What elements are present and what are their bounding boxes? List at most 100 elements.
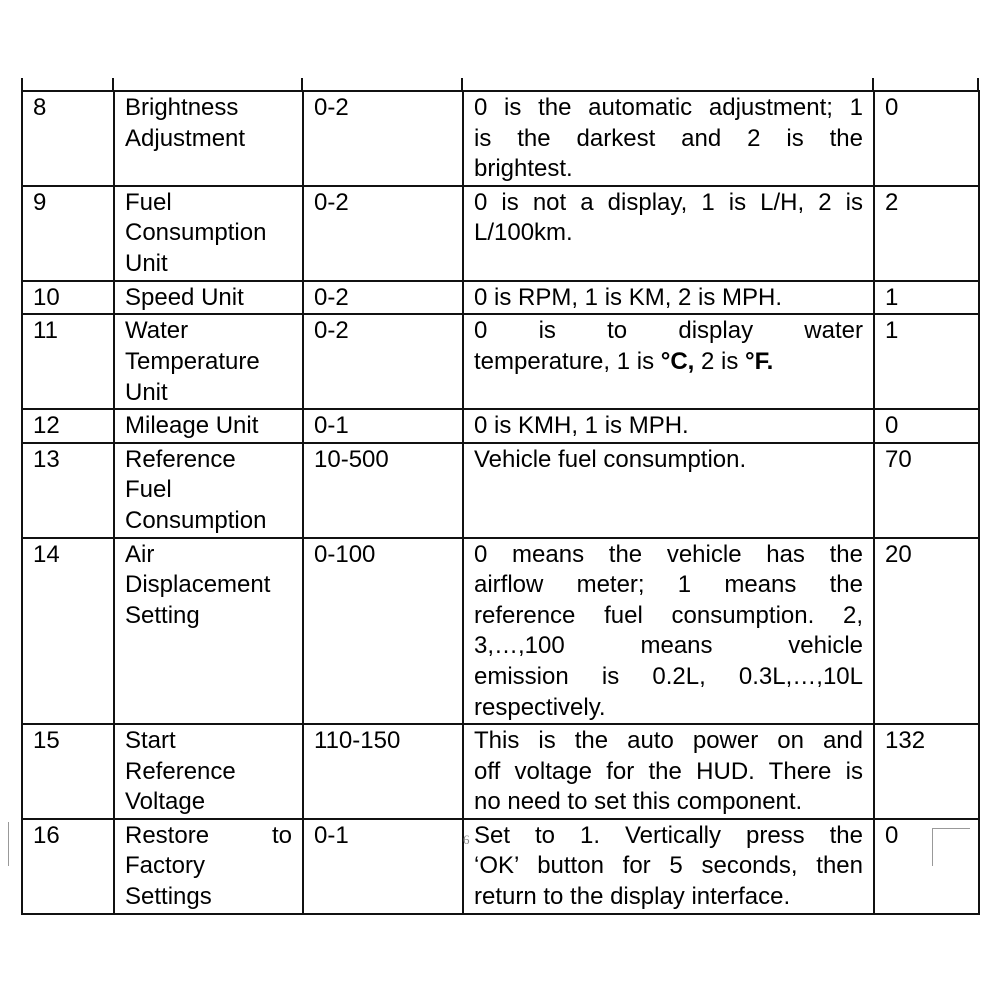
cell-line: 0-2 [314, 283, 349, 311]
cell-line: Start [125, 727, 176, 755]
text-segment: 0 is to display water [474, 317, 863, 345]
cell-default: 2 [873, 184, 980, 282]
cell-number: 15 [21, 723, 115, 820]
cell-line: Vehicle fuel consumption. [474, 445, 863, 476]
cell-line: 132 [885, 727, 926, 755]
cell-default: 0 [873, 817, 980, 915]
text-segment: This is the auto power on and [474, 727, 863, 755]
cell-line: 0 is KMH, 1 is MPH. [474, 411, 863, 442]
cell-default: 0 [873, 90, 980, 187]
cell-default: 1 [873, 279, 980, 316]
cell-line: Fuel [125, 476, 172, 504]
cell-line: 9 [33, 188, 47, 216]
cell-range: 0-2 [302, 279, 464, 316]
table-row: 12 Mileage Unit 0-1 0 is KMH, 1 is MPH. 0 [21, 408, 980, 444]
cell-number: 10 [21, 279, 115, 316]
cell-line: off voltage for the HUD. There is [474, 757, 863, 788]
cell-line: 0-2 [314, 188, 349, 216]
cell-line: airflow meter; 1 means the [474, 570, 863, 601]
cell-line: 70 [885, 445, 912, 473]
cell-line: 0-2 [314, 94, 349, 121]
cell-line: Reference [125, 757, 236, 785]
cell-range: 10-500 [302, 441, 464, 539]
text-segment: 0 is the automatic adjustment; 1 [474, 94, 863, 121]
cell-number: 16 [21, 817, 115, 915]
cell-line: Mileage Unit [125, 412, 259, 440]
cell-line: respectively. [474, 693, 863, 724]
cell-number: 11 [21, 313, 115, 411]
cell-name: Fuel Consumption Unit [113, 184, 304, 282]
page-number: 6 [463, 832, 470, 847]
cell-line: Unit [125, 249, 168, 277]
cell-line: 0 is not a display, 1 is L/H, 2 is [474, 188, 863, 219]
cell-line: L/100km. [474, 218, 863, 249]
cell-description: 0 is the automatic adjustment; 1 is the d… [462, 90, 875, 187]
cell-default: 70 [873, 441, 980, 539]
text-segment: airflow meter; 1 means the [474, 571, 863, 599]
cell-line: Restore to [125, 821, 292, 849]
cell-line: 0 [885, 412, 899, 440]
cell-line: Setting [125, 601, 200, 629]
cell-line: Unit [125, 378, 168, 406]
text-segment: °F. [745, 347, 774, 375]
cell-line: 0 is the automatic adjustment; 1 [474, 93, 863, 124]
cell-description: 0 means the vehicle has the airflow meter… [462, 536, 875, 726]
table-row: 15 Start Reference Voltage 110-150 This is th… [21, 723, 980, 820]
table-border-stub [301, 78, 303, 90]
cell-number: 13 [21, 441, 115, 539]
cell-line: 1 [885, 317, 899, 345]
text-segment: 0 means the vehicle has the [474, 540, 863, 568]
text-segment: 2 is [694, 347, 746, 375]
cell-line: 11 [33, 317, 58, 345]
cell-name: Start Reference Voltage [113, 723, 304, 820]
cell-description: Vehicle fuel consumption. [462, 441, 875, 539]
crop-mark-left [8, 822, 9, 866]
cell-range: 0-2 [302, 313, 464, 411]
text-segment: is the darkest and 2 is the [474, 124, 863, 152]
cell-name: Mileage Unit [113, 408, 304, 444]
settings-table: 8 Brightness Adjustment 0-2 0 is the automat… [21, 90, 980, 915]
cell-line: 0 means the vehicle has the [474, 540, 863, 571]
cell-line: 16 [33, 821, 60, 849]
cell-number: 12 [21, 408, 115, 444]
cell-name: Brightness Adjustment [113, 90, 304, 187]
cell-line: Water [125, 317, 189, 345]
cell-line: 1 [885, 283, 899, 311]
cell-line: 14 [33, 540, 60, 568]
cell-line: Brightness [125, 94, 239, 121]
cell-name: Water Temperature Unit [113, 313, 304, 411]
text-segment: brightest. [474, 155, 573, 183]
cell-line: Consumption [125, 506, 267, 534]
cell-line: 20 [885, 540, 912, 568]
cell-line: Displacement [125, 571, 271, 599]
table-row: 16 Restore to Factory Settings 0-1 Set to 1. … [21, 817, 980, 915]
cell-line: 110-150 [314, 727, 401, 755]
cell-range: 0-2 [302, 90, 464, 187]
cell-line: 0 is to display water [474, 316, 863, 347]
cell-line: 10 [33, 283, 60, 311]
table-row: 9 Fuel Consumption Unit 0-2 0 is not a displa… [21, 184, 980, 282]
cell-name: Speed Unit [113, 279, 304, 316]
cell-line: Fuel [125, 188, 172, 216]
cell-description: 0 is RPM, 1 is KM, 2 is MPH. [462, 279, 875, 316]
text-segment: off voltage for the HUD. There is [474, 757, 863, 785]
cell-description: 0 is to display water temperature, 1 is °… [462, 313, 875, 411]
table-row: 10 Speed Unit 0-2 0 is RPM, 1 is KM, 2 is M… [21, 279, 980, 316]
cell-line: 0-100 [314, 540, 376, 568]
cell-line: Set to 1. Vertically press the [474, 821, 863, 852]
cell-name: Air Displacement Setting [113, 536, 304, 726]
cell-line: Voltage [125, 788, 206, 816]
cell-number: 9 [21, 184, 115, 282]
cell-line: 12 [33, 412, 60, 440]
cell-number: 8 [21, 90, 115, 187]
cell-line: Consumption [125, 219, 267, 247]
cell-line: is the darkest and 2 is the [474, 124, 863, 155]
cell-line: 13 [33, 445, 60, 473]
cell-line: 3,…,100 means vehicle [474, 631, 863, 662]
table-border-stub [977, 78, 979, 90]
cell-line: Air [125, 540, 155, 568]
table-row: 8 Brightness Adjustment 0-2 0 is the automat… [21, 90, 980, 187]
cell-line: return to the display interface. [474, 882, 863, 913]
table-row: 14 Air Displacement Setting 0-100 0 means the… [21, 536, 980, 726]
cell-line: Adjustment [125, 124, 246, 152]
